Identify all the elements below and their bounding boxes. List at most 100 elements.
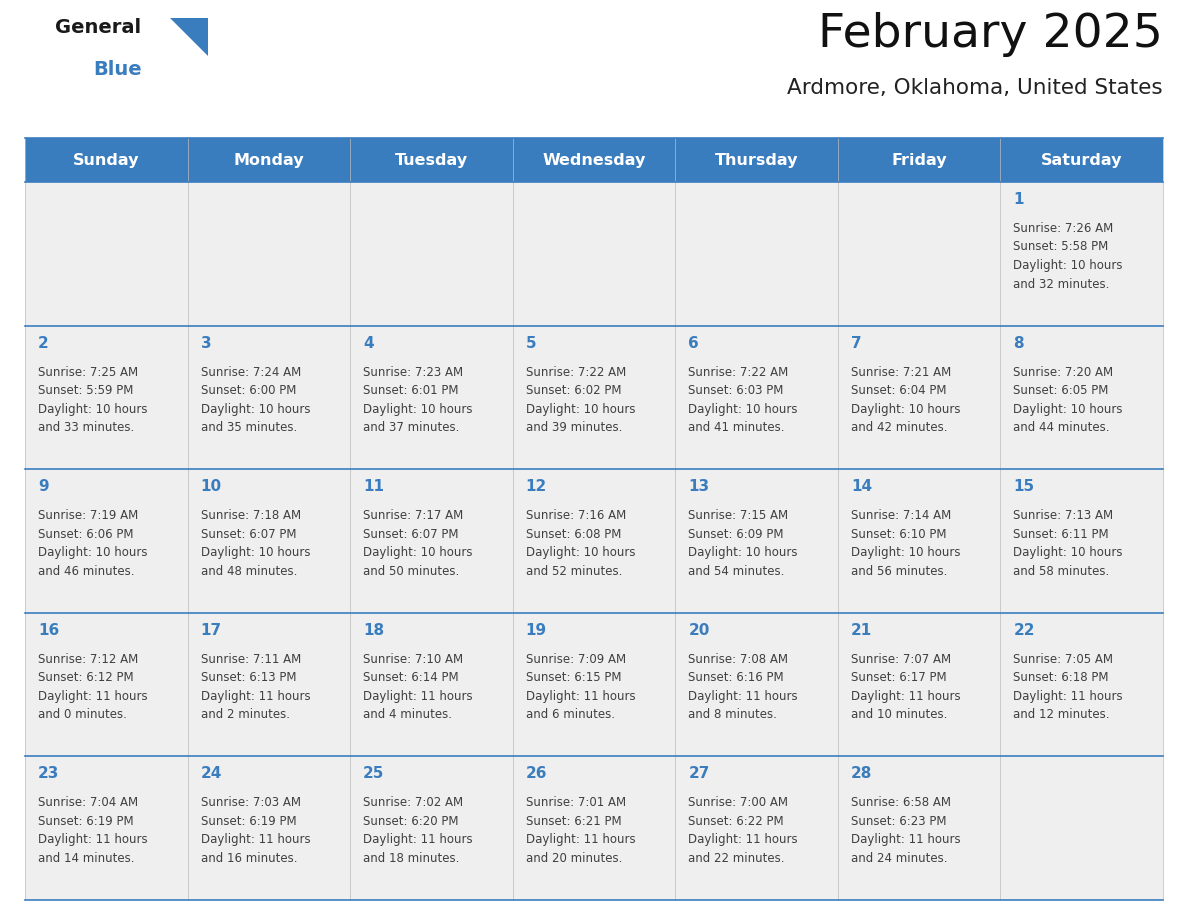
Text: Sunset: 6:19 PM: Sunset: 6:19 PM [38, 815, 133, 828]
Text: 3: 3 [201, 336, 211, 351]
Text: Sunset: 6:15 PM: Sunset: 6:15 PM [526, 671, 621, 684]
Text: 22: 22 [1013, 622, 1035, 638]
Text: Sunset: 6:02 PM: Sunset: 6:02 PM [526, 384, 621, 397]
Bar [25, 756, 188, 900]
Text: Daylight: 11 hours: Daylight: 11 hours [688, 689, 798, 703]
Text: Daylight: 10 hours: Daylight: 10 hours [201, 546, 310, 559]
Bar [675, 182, 838, 326]
Text: Daylight: 10 hours: Daylight: 10 hours [526, 546, 636, 559]
Text: Sunrise: 7:17 AM: Sunrise: 7:17 AM [364, 509, 463, 522]
Bar [513, 326, 675, 469]
Text: Sunrise: 7:01 AM: Sunrise: 7:01 AM [526, 797, 626, 810]
Bar [513, 613, 675, 756]
Text: and 16 minutes.: and 16 minutes. [201, 852, 297, 865]
Text: Sunset: 6:09 PM: Sunset: 6:09 PM [688, 528, 784, 541]
Bar [1000, 756, 1163, 900]
Text: Daylight: 10 hours: Daylight: 10 hours [1013, 259, 1123, 272]
Text: 10: 10 [201, 479, 222, 494]
Text: Daylight: 11 hours: Daylight: 11 hours [526, 689, 636, 703]
Text: Blue: Blue [93, 60, 141, 79]
Text: and 20 minutes.: and 20 minutes. [526, 852, 623, 865]
Text: Thursday: Thursday [715, 152, 798, 167]
Bar [188, 326, 350, 469]
Text: and 56 minutes.: and 56 minutes. [851, 565, 947, 577]
Text: and 50 minutes.: and 50 minutes. [364, 565, 460, 577]
Text: and 32 minutes.: and 32 minutes. [1013, 277, 1110, 290]
Text: Sunset: 6:05 PM: Sunset: 6:05 PM [1013, 384, 1108, 397]
Text: and 37 minutes.: and 37 minutes. [364, 421, 460, 434]
Text: and 12 minutes.: and 12 minutes. [1013, 709, 1110, 722]
Text: Sunset: 6:16 PM: Sunset: 6:16 PM [688, 671, 784, 684]
Text: 14: 14 [851, 479, 872, 494]
Bar [675, 326, 838, 469]
Text: Sunset: 6:03 PM: Sunset: 6:03 PM [688, 384, 784, 397]
Text: Daylight: 11 hours: Daylight: 11 hours [851, 834, 960, 846]
Text: and 10 minutes.: and 10 minutes. [851, 709, 947, 722]
Text: 17: 17 [201, 622, 222, 638]
Text: and 44 minutes.: and 44 minutes. [1013, 421, 1110, 434]
Text: Daylight: 10 hours: Daylight: 10 hours [526, 403, 636, 416]
Text: 27: 27 [688, 767, 709, 781]
Text: Daylight: 11 hours: Daylight: 11 hours [526, 834, 636, 846]
Bar [188, 613, 350, 756]
Text: Sunset: 6:12 PM: Sunset: 6:12 PM [38, 671, 133, 684]
Text: 25: 25 [364, 767, 385, 781]
Text: Sunrise: 7:22 AM: Sunrise: 7:22 AM [688, 365, 789, 378]
Bar [513, 182, 675, 326]
Bar [513, 756, 675, 900]
Text: Sunrise: 7:02 AM: Sunrise: 7:02 AM [364, 797, 463, 810]
Text: Sunrise: 7:04 AM: Sunrise: 7:04 AM [38, 797, 138, 810]
Text: Sunrise: 7:26 AM: Sunrise: 7:26 AM [1013, 222, 1113, 235]
Polygon shape [170, 18, 208, 56]
Text: Sunrise: 7:08 AM: Sunrise: 7:08 AM [688, 653, 789, 666]
Bar [25, 326, 188, 469]
Text: Daylight: 10 hours: Daylight: 10 hours [851, 546, 960, 559]
Text: and 39 minutes.: and 39 minutes. [526, 421, 623, 434]
Text: Sunset: 6:07 PM: Sunset: 6:07 PM [201, 528, 296, 541]
Text: Sunset: 6:14 PM: Sunset: 6:14 PM [364, 671, 459, 684]
Text: Sunset: 6:22 PM: Sunset: 6:22 PM [688, 815, 784, 828]
Text: Daylight: 11 hours: Daylight: 11 hours [38, 689, 147, 703]
Text: Daylight: 10 hours: Daylight: 10 hours [38, 546, 147, 559]
Text: Daylight: 10 hours: Daylight: 10 hours [201, 403, 310, 416]
Text: Sunset: 6:01 PM: Sunset: 6:01 PM [364, 384, 459, 397]
Text: 5: 5 [526, 336, 536, 351]
Bar [25, 469, 188, 613]
Text: 15: 15 [1013, 479, 1035, 494]
Text: and 24 minutes.: and 24 minutes. [851, 852, 947, 865]
Text: and 35 minutes.: and 35 minutes. [201, 421, 297, 434]
Text: and 54 minutes.: and 54 minutes. [688, 565, 784, 577]
Text: Sunrise: 7:18 AM: Sunrise: 7:18 AM [201, 509, 301, 522]
Text: Daylight: 11 hours: Daylight: 11 hours [364, 834, 473, 846]
Text: 20: 20 [688, 622, 709, 638]
Text: Sunrise: 7:05 AM: Sunrise: 7:05 AM [1013, 653, 1113, 666]
Bar [513, 469, 675, 613]
Text: Sunrise: 7:00 AM: Sunrise: 7:00 AM [688, 797, 789, 810]
Text: Sunrise: 7:07 AM: Sunrise: 7:07 AM [851, 653, 950, 666]
Text: Daylight: 11 hours: Daylight: 11 hours [201, 834, 310, 846]
Bar [1000, 326, 1163, 469]
Text: 28: 28 [851, 767, 872, 781]
Text: Sunrise: 7:11 AM: Sunrise: 7:11 AM [201, 653, 301, 666]
Bar [25, 613, 188, 756]
Text: and 58 minutes.: and 58 minutes. [1013, 565, 1110, 577]
Text: Daylight: 11 hours: Daylight: 11 hours [851, 689, 960, 703]
Text: Sunday: Sunday [72, 152, 139, 167]
Text: Friday: Friday [891, 152, 947, 167]
Text: Sunset: 6:00 PM: Sunset: 6:00 PM [201, 384, 296, 397]
Bar [1000, 613, 1163, 756]
Text: Daylight: 11 hours: Daylight: 11 hours [1013, 689, 1123, 703]
Text: 16: 16 [38, 622, 59, 638]
Text: 2: 2 [38, 336, 49, 351]
Text: Sunset: 6:10 PM: Sunset: 6:10 PM [851, 528, 947, 541]
Text: 19: 19 [526, 622, 546, 638]
Text: and 18 minutes.: and 18 minutes. [364, 852, 460, 865]
Text: 4: 4 [364, 336, 374, 351]
Text: and 14 minutes.: and 14 minutes. [38, 852, 134, 865]
Text: and 33 minutes.: and 33 minutes. [38, 421, 134, 434]
Text: Daylight: 10 hours: Daylight: 10 hours [364, 403, 473, 416]
Text: and 0 minutes.: and 0 minutes. [38, 709, 127, 722]
Text: 1: 1 [1013, 192, 1024, 207]
Bar [675, 469, 838, 613]
Text: and 52 minutes.: and 52 minutes. [526, 565, 623, 577]
